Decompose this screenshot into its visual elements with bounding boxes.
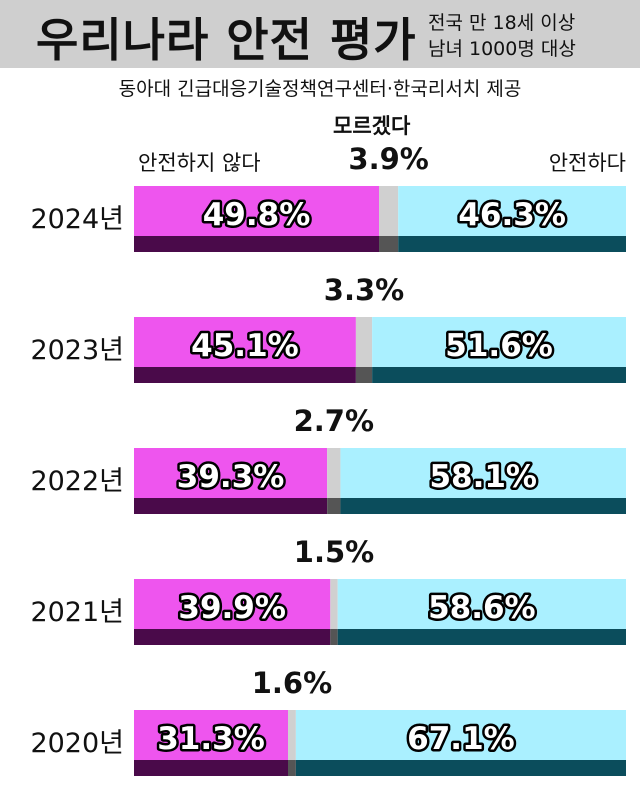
bar-safe-base [340, 498, 626, 514]
bar-unsafe [134, 579, 331, 629]
bar-safe [337, 579, 626, 629]
bar-safe [340, 448, 626, 498]
category-label: 2020년 [30, 728, 124, 759]
category-label: 2024년 [30, 204, 124, 235]
data-label-unsafe: 49.8% [203, 197, 311, 233]
bar-safe [295, 710, 626, 760]
bar-dont-know-base [287, 760, 296, 776]
bar-safe-base [372, 367, 626, 383]
bar-unsafe-base [134, 629, 331, 645]
bar-unsafe-base [134, 367, 356, 383]
data-label-unsafe: 45.1% [191, 328, 299, 364]
data-label-safe: 58.1% [429, 459, 537, 495]
data-label-dont-know: 3.3% [324, 273, 404, 307]
bar-dont-know-base [355, 367, 373, 383]
bar-unsafe-base [134, 236, 380, 252]
bar-unsafe [134, 317, 356, 367]
bar-unsafe [134, 710, 288, 760]
subtitle-line-1: 전국 만 18세 이상 [428, 12, 576, 34]
source-note: 동아대 긴급대응기술정책연구센터·한국리서치 제공 [118, 78, 522, 100]
bar-dont-know-base [330, 629, 338, 645]
data-label-safe: 67.1% [407, 721, 515, 757]
bar-safe-base [295, 760, 626, 776]
bar-unsafe-base [134, 760, 288, 776]
bar-safe-base [398, 236, 626, 252]
bar-dont-know-base [327, 498, 341, 514]
data-label-dont-know: 1.5% [294, 535, 374, 569]
data-label-unsafe: 39.3% [177, 459, 285, 495]
bar-unsafe-base [134, 498, 328, 514]
page-title: 우리나라 안전 평가 [36, 13, 417, 67]
legend-safe: 안전하다 [548, 151, 626, 175]
bar-unsafe [134, 448, 328, 498]
data-label-safe: 58.6% [428, 590, 536, 626]
bar-safe-base [337, 629, 626, 645]
bar-unsafe [134, 186, 380, 236]
category-label: 2023년 [30, 335, 124, 366]
bar-dont-know [379, 186, 399, 236]
header-bar: 우리나라 안전 평가 전국 만 18세 이상 남녀 1000명 대상 [0, 0, 640, 68]
legend-unsafe: 안전하지 않다 [138, 151, 261, 175]
category-label: 2022년 [30, 466, 124, 497]
data-label-unsafe: 31.3% [157, 721, 265, 757]
subtitle-line-2: 남녀 1000명 대상 [428, 38, 576, 60]
legend-dont-know: 모르겠다 [333, 114, 411, 138]
data-label-unsafe: 39.9% [178, 590, 286, 626]
bar-safe [398, 186, 626, 236]
bar-dont-know [287, 710, 296, 760]
bar-dont-know [330, 579, 338, 629]
bar-safe [372, 317, 626, 367]
bar-dont-know [327, 448, 341, 498]
bar-dont-know [355, 317, 373, 367]
data-label-dont-know: 2.7% [294, 404, 374, 438]
data-label-dont-know: 3.9% [348, 142, 428, 176]
data-label-safe: 51.6% [445, 328, 553, 364]
data-label-safe: 46.3% [458, 197, 566, 233]
category-label: 2021년 [30, 597, 124, 628]
data-label-dont-know: 1.6% [252, 666, 332, 700]
bar-dont-know-base [379, 236, 399, 252]
